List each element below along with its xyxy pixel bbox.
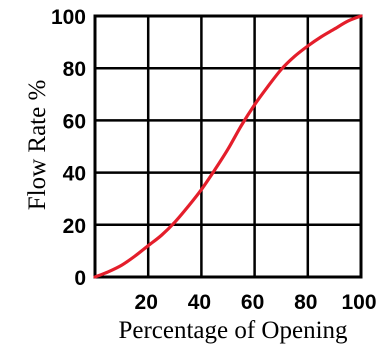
x-tick-label: 100: [341, 291, 376, 314]
x-axis-title: Percentage of Opening: [118, 317, 348, 344]
y-tick-label: 20: [63, 215, 86, 238]
series-line-0: [93, 14, 363, 279]
plot-frame: [93, 14, 363, 279]
series-layer: [93, 14, 363, 279]
x-tick-label: 20: [135, 291, 158, 314]
x-axis-tick-labels: 20 40 60 80 100: [135, 291, 377, 314]
y-tick-label: 80: [63, 58, 86, 81]
y-tick-label: 100: [51, 6, 86, 29]
x-tick-label: 60: [241, 291, 264, 314]
y-tick-label: 40: [63, 163, 86, 186]
x-tick-label: 80: [294, 291, 317, 314]
y-tick-label: 60: [63, 110, 86, 133]
y-axis-tick-labels: 0 20 40 60 80 100: [51, 6, 86, 290]
x-tick-label: 40: [188, 291, 211, 314]
y-tick-label: 0: [74, 267, 86, 290]
y-axis-title: Flow Rate %: [24, 80, 51, 211]
